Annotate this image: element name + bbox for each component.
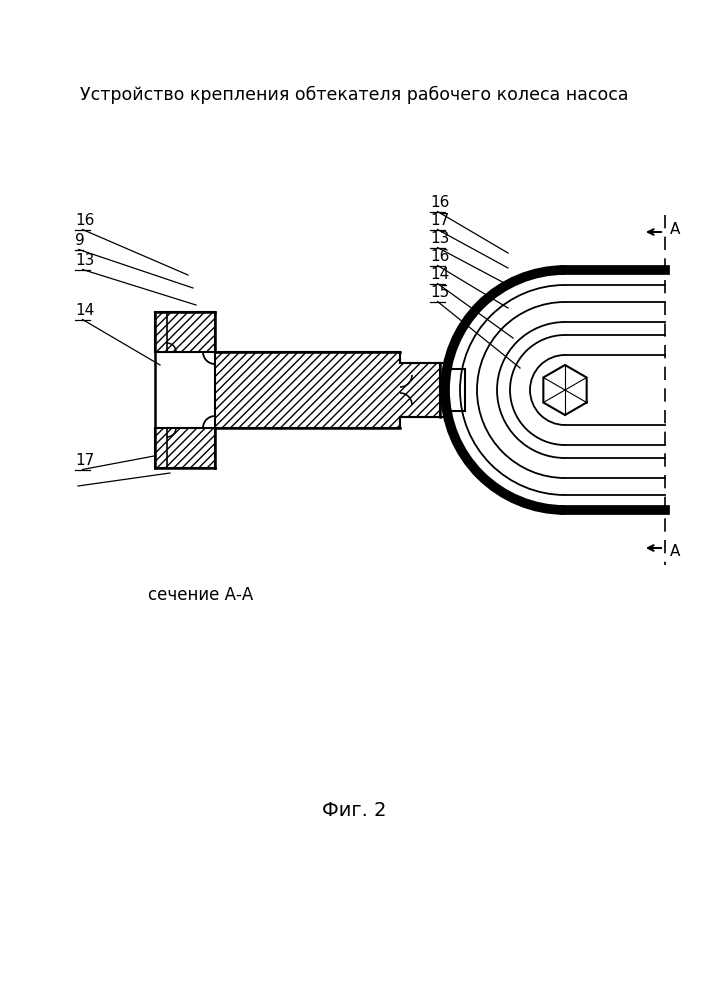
Text: Устройство крепления обтекателя рабочего колеса насоса: Устройство крепления обтекателя рабочего… — [80, 86, 629, 104]
Polygon shape — [155, 312, 215, 352]
Text: 16: 16 — [75, 213, 94, 228]
Text: сечение А-А: сечение А-А — [148, 586, 253, 604]
Text: Фиг. 2: Фиг. 2 — [322, 800, 386, 820]
Text: 17: 17 — [75, 453, 94, 468]
Text: 16: 16 — [430, 249, 450, 264]
Text: 14: 14 — [430, 267, 449, 282]
Polygon shape — [215, 352, 440, 428]
Text: 15: 15 — [430, 285, 449, 300]
Text: А: А — [670, 544, 680, 560]
Text: 17: 17 — [430, 213, 449, 228]
Polygon shape — [155, 428, 215, 468]
Text: А: А — [670, 223, 680, 237]
Text: 14: 14 — [75, 303, 94, 318]
Text: 9: 9 — [75, 233, 85, 248]
Text: 13: 13 — [75, 253, 94, 268]
Bar — [440, 265, 670, 515]
Text: 13: 13 — [430, 231, 450, 246]
Text: 16: 16 — [430, 195, 450, 210]
